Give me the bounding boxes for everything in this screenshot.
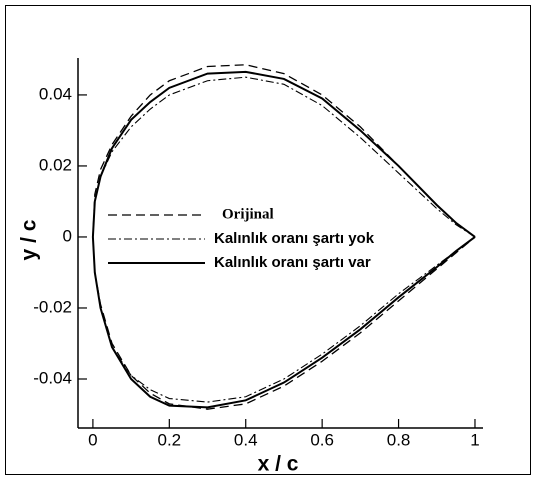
frame — [5, 5, 531, 475]
x-tick-label: 0.8 — [387, 430, 411, 449]
legend-label: Orijinal — [222, 206, 274, 222]
y-tick-label: 0.02 — [39, 155, 72, 174]
y-axis-label: y / c — [18, 219, 41, 260]
series-line — [91, 70, 476, 409]
legend-label: Kalınlık oranı şartı yok — [214, 230, 375, 247]
y-tick-label: -0.02 — [33, 297, 72, 316]
y-tick-label: 0 — [63, 226, 72, 245]
x-axis-label: x / c — [258, 453, 299, 476]
y-tick-label: 0.04 — [39, 84, 72, 103]
x-tick-label: 1 — [470, 430, 479, 449]
x-tick-label: 0.4 — [234, 430, 258, 449]
y-tick-label: -0.04 — [33, 368, 72, 387]
x-tick-label: 0 — [88, 430, 97, 449]
legend-label: Kalınlık oranı şartı var — [214, 254, 371, 271]
x-tick-label: 0.2 — [157, 430, 181, 449]
x-tick-label: 0.6 — [310, 430, 334, 449]
